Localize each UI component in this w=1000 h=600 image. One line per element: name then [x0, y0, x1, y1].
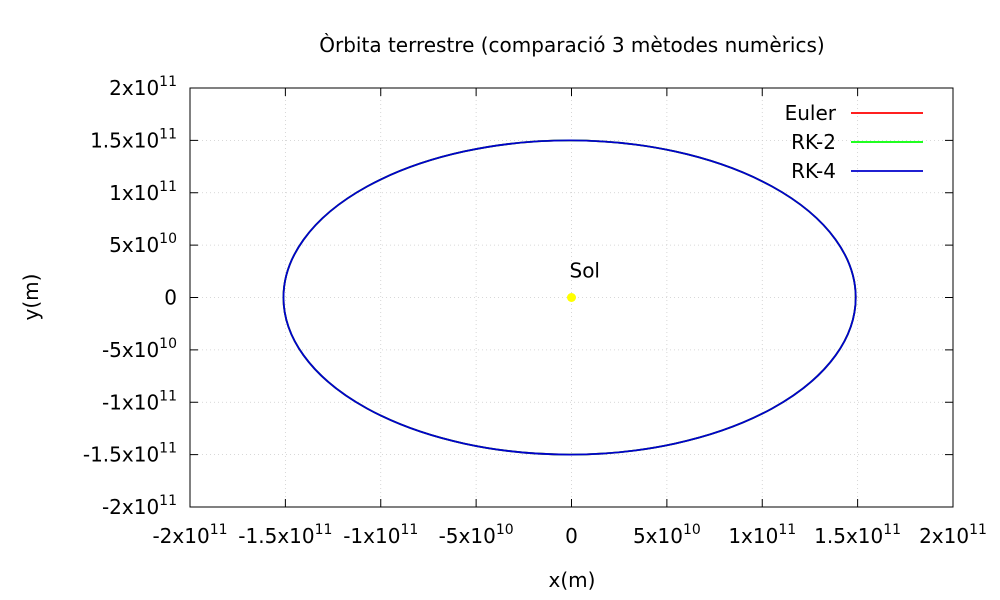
x-tick-label: 5x1010: [633, 522, 701, 548]
series-rk-4: [282, 139, 857, 456]
y-axis-label: y(m): [19, 274, 43, 321]
x-tick-label: -5x1010: [439, 522, 514, 548]
y-tick-label: -5x1010: [102, 336, 177, 362]
x-tick-label: -1x1011: [343, 522, 418, 548]
sun-label: Sol: [570, 259, 601, 283]
y-tick-label: 2x1011: [109, 74, 177, 100]
legend-label: Euler: [785, 101, 837, 125]
annotation-layer: Sol: [567, 259, 601, 302]
legend-label: RK-2: [791, 130, 836, 154]
y-tick-label: -1.5x1011: [83, 441, 177, 467]
y-tick-label: -1x1011: [102, 388, 177, 414]
x-tick-label: -2x1011: [152, 522, 227, 548]
y-tick-label: -2x1011: [102, 493, 177, 519]
legend-label: RK-4: [791, 159, 836, 183]
y-tick-label: 5x1010: [109, 231, 177, 257]
series-layer: [282, 139, 857, 456]
x-tick-label: 1x1011: [728, 522, 796, 548]
x-tick-label: 0: [565, 524, 578, 548]
x-axis-label: x(m): [549, 568, 596, 592]
y-tick-label: 0: [164, 286, 177, 310]
y-tick-labels: 2x1011 1.5x1011 1x1011 5x1010 0 -5x1010 -1x101…: [83, 74, 177, 519]
y-tick-label: 1.5x1011: [90, 126, 177, 152]
y-tick-label: 1x1011: [109, 179, 177, 205]
x-tick-labels: -2x1011 -1.5x1011 -1x1011 -5x1010 0 5x1010 1x1…: [152, 522, 986, 548]
x-tick-label: 2x1011: [919, 522, 987, 548]
x-tick-label: -1.5x1011: [238, 522, 332, 548]
chart-title: Òrbita terrestre (comparació 3 mètodes n…: [319, 33, 824, 57]
legend: Euler RK-2 RK-4: [785, 101, 923, 183]
tick-marks: [189, 87, 954, 508]
x-tick-label: 1.5x1011: [814, 522, 901, 548]
sun-point: [567, 293, 576, 302]
